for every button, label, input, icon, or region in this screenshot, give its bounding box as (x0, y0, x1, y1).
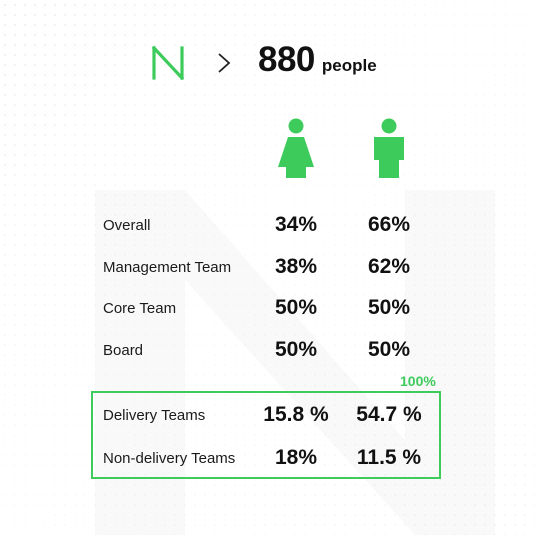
teams-highlight-box (91, 391, 441, 479)
male-value-overall: 66% (367, 213, 411, 236)
female-value-non-delivery-teams: 18% (274, 446, 318, 469)
row-label-overall: Overall (103, 217, 151, 234)
headline: 880 people (258, 40, 377, 88)
row-label-management-team: Management Team (103, 259, 232, 276)
male-value-management-team: 62% (367, 255, 411, 278)
female-icon (278, 118, 314, 178)
female-value-core-team: 50% (274, 296, 318, 319)
male-icon (374, 118, 404, 178)
male-value-core-team: 50% (367, 296, 411, 319)
female-value-delivery-teams: 15.8 % (263, 403, 329, 426)
n-logo-icon (151, 45, 185, 81)
female-value-management-team: 38% (274, 255, 318, 278)
row-label-board: Board (103, 342, 144, 359)
people-count: 880 (258, 40, 315, 79)
people-unit: people (321, 56, 377, 75)
background-logo-watermark (95, 190, 535, 535)
female-value-board: 50% (274, 338, 318, 361)
row-label-delivery-teams: Delivery Teams (103, 407, 206, 424)
male-value-board: 50% (367, 338, 411, 361)
female-value-overall: 34% (274, 213, 318, 236)
row-label-core-team: Core Team (103, 300, 177, 317)
row-label-non-delivery-teams: Non-delivery Teams (103, 450, 236, 467)
male-value-non-delivery-teams: 11.5 % (356, 446, 422, 469)
chevron-right-icon (218, 53, 231, 73)
male-value-delivery-teams: 54.7 % (356, 403, 422, 426)
total-percentage-label: 100% (400, 373, 436, 389)
